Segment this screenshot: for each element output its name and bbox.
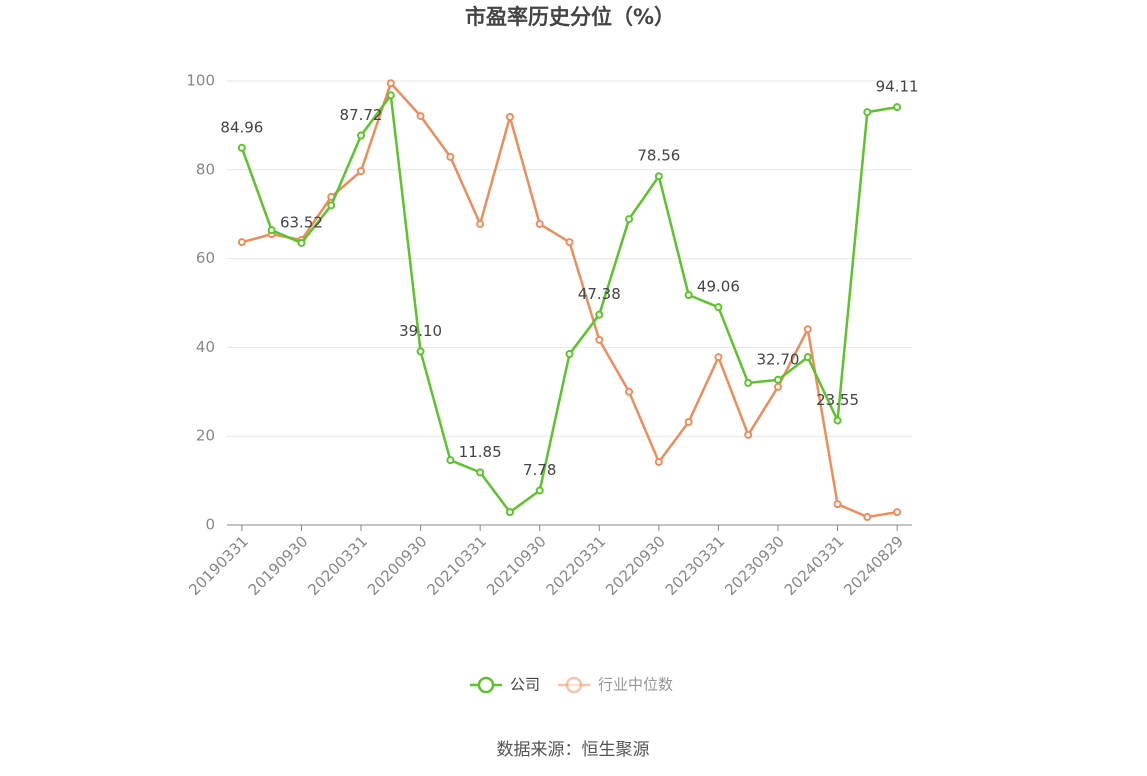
point [357, 167, 366, 176]
x-tick-label: 20240829 [840, 532, 907, 599]
data-label: 39.10 [399, 322, 442, 340]
point [416, 347, 425, 356]
point [267, 226, 276, 235]
legend-label: 公司 [510, 676, 540, 694]
point [893, 103, 902, 112]
legend-label: 行业中位数 [598, 676, 673, 694]
x-tick-label: 20220930 [602, 532, 669, 599]
data-label: 11.85 [459, 443, 502, 461]
data-label: 49.06 [697, 278, 740, 296]
y-tick-label: 20 [196, 427, 215, 445]
point [476, 219, 485, 228]
point [833, 500, 842, 509]
y-tick-label: 0 [205, 516, 215, 534]
x-tick-label: 20210930 [483, 532, 550, 599]
y-tick-label: 60 [196, 249, 215, 267]
x-tick-label: 20190930 [245, 532, 312, 599]
point [535, 486, 544, 495]
point [803, 325, 812, 334]
point [803, 353, 812, 362]
point [535, 219, 544, 228]
data-label: 32.70 [757, 350, 800, 368]
point [714, 353, 723, 362]
point [237, 238, 246, 247]
point [386, 91, 395, 100]
data-label: 94.11 [876, 78, 919, 96]
x-tick-label: 20200930 [364, 532, 431, 599]
x-tick-label: 20210331 [423, 532, 490, 599]
point [773, 375, 782, 384]
x-tick-label: 20190331 [185, 532, 252, 599]
x-tick-label: 20230930 [721, 532, 788, 599]
point [833, 416, 842, 425]
legend: 公司 行业中位数 [470, 676, 673, 694]
point [505, 508, 514, 517]
point [565, 238, 574, 247]
point [684, 291, 693, 300]
point [625, 387, 634, 396]
point [773, 382, 782, 391]
point [446, 456, 455, 465]
data-label: 7.78 [523, 461, 556, 479]
point [893, 508, 902, 517]
point [446, 152, 455, 161]
series-line [240, 91, 898, 514]
point [327, 201, 336, 210]
legend-marker [565, 676, 583, 694]
point [357, 131, 366, 140]
y-tick-label: 40 [196, 338, 215, 356]
point [297, 238, 306, 247]
series-line [241, 80, 898, 519]
x-tick-label: 20240331 [781, 532, 848, 599]
data-label: 47.38 [578, 285, 621, 303]
data-label: 87.72 [340, 106, 383, 124]
source: 数据来源：恒生聚源 [497, 740, 650, 760]
point [654, 457, 663, 466]
point [386, 79, 395, 88]
data-label: 23.55 [816, 391, 859, 409]
data-label: 63.52 [280, 213, 323, 231]
point [684, 417, 693, 426]
point [416, 112, 425, 121]
point [863, 513, 872, 522]
y-tick-label: 80 [196, 160, 215, 178]
y-tick-label: 100 [186, 72, 215, 90]
data-label: 78.56 [637, 147, 680, 165]
point [565, 350, 574, 359]
point [476, 468, 485, 477]
point [625, 215, 634, 224]
point [744, 378, 753, 387]
point [714, 303, 723, 312]
point [505, 112, 514, 121]
point [863, 108, 872, 117]
point [595, 310, 604, 319]
legend-marker [477, 676, 495, 694]
x-tick-label: 20230331 [662, 532, 729, 599]
data-label: 84.96 [220, 118, 263, 136]
x-tick-label: 20220331 [543, 532, 610, 599]
point [654, 172, 663, 181]
point [237, 143, 246, 152]
point [595, 335, 604, 344]
x-tick-label: 20200331 [304, 532, 371, 599]
point [744, 430, 753, 439]
chart-title: 市盈率历史分位（%） [465, 5, 675, 29]
